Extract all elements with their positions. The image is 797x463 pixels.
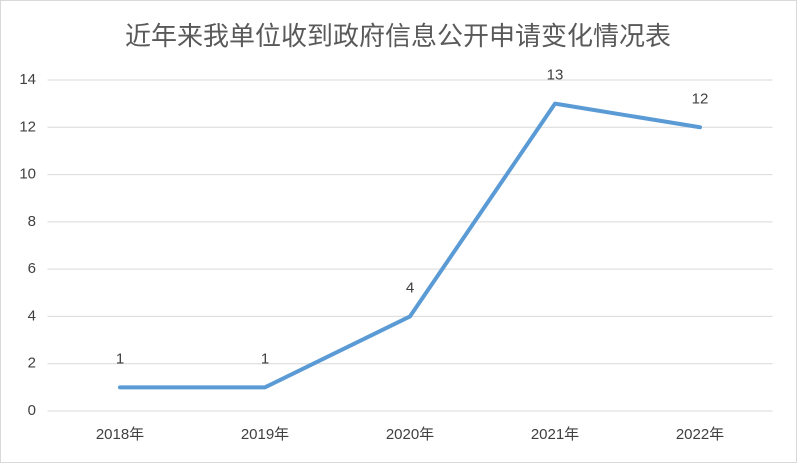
x-tick-label: 2020年: [386, 426, 434, 443]
data-label: 1: [261, 350, 269, 367]
data-label: 4: [406, 279, 414, 296]
x-tick-label: 2018年: [96, 426, 144, 443]
y-tick-label: 10: [19, 166, 36, 183]
data-line: [118, 101, 702, 390]
y-tick-label: 12: [19, 118, 36, 135]
data-label: 13: [547, 67, 564, 84]
x-tick-label: 2021年: [531, 426, 579, 443]
x-tick-label: 2019年: [241, 426, 289, 443]
y-tick-label: 6: [28, 260, 36, 277]
y-tick-label: 2: [28, 355, 36, 372]
y-tick-label: 14: [19, 71, 36, 88]
data-label: 12: [692, 90, 709, 107]
x-tick-label: 2022年: [676, 426, 724, 443]
y-tick-label: 0: [28, 402, 36, 419]
y-tick-label: 8: [28, 213, 36, 230]
chart-title: 近年来我单位收到政府信息公开申请变化情况表: [125, 21, 671, 51]
y-tick-label: 4: [28, 307, 36, 324]
data-label: 1: [116, 350, 124, 367]
